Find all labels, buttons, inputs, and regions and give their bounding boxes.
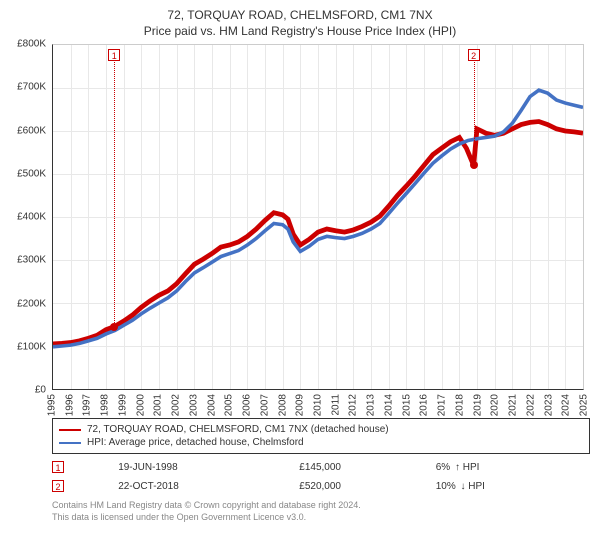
y-axis-tick-label: £300K xyxy=(17,255,46,266)
y-axis-tick-label: £700K xyxy=(17,82,46,93)
sale-delta: 6% ↑ HPI xyxy=(436,458,590,477)
chart-subtitle: Price paid vs. HM Land Registry's House … xyxy=(10,24,590,38)
sale-marker-icon: 1 xyxy=(52,461,64,473)
sale-delta: 10% ↓ HPI xyxy=(436,477,590,496)
sales-table: 1 19-JUN-1998£145,0006% ↑ HPI 2 22-OCT-2018… xyxy=(52,458,590,496)
x-axis-tick-label: 2016 xyxy=(419,394,430,416)
chart-title: 72, TORQUAY ROAD, CHELMSFORD, CM1 7NX xyxy=(10,8,590,22)
footnote: Contains HM Land Registry data © Crown c… xyxy=(52,500,590,523)
sale-date: 19-JUN-1998 xyxy=(118,458,299,477)
x-axis-tick-label: 2025 xyxy=(579,394,590,416)
table-row: 1 19-JUN-1998£145,0006% ↑ HPI xyxy=(52,458,590,477)
x-axis-tick-label: 2023 xyxy=(543,394,554,416)
x-axis-tick-label: 2008 xyxy=(277,394,288,416)
legend-item-property: 72, TORQUAY ROAD, CHELMSFORD, CM1 7NX (d… xyxy=(59,423,583,436)
x-axis-tick-label: 2014 xyxy=(383,394,394,416)
chart-line-hpi xyxy=(53,90,583,347)
legend: 72, TORQUAY ROAD, CHELMSFORD, CM1 7NX (d… xyxy=(52,418,590,454)
x-axis-tick-label: 2013 xyxy=(366,394,377,416)
legend-item-hpi: HPI: Average price, detached house, Chel… xyxy=(59,436,583,449)
x-axis-tick-label: 2012 xyxy=(348,394,359,416)
x-axis-tick-label: 2000 xyxy=(135,394,146,416)
legend-swatch-icon xyxy=(59,429,81,431)
x-axis-tick-label: 2001 xyxy=(153,394,164,416)
sale-marker: 1 xyxy=(108,49,120,61)
x-axis-tick-label: 2005 xyxy=(224,394,235,416)
legend-swatch-icon xyxy=(59,442,81,444)
x-axis-tick-label: 2019 xyxy=(472,394,483,416)
y-axis-tick-label: £100K xyxy=(17,341,46,352)
plot-area: 12 xyxy=(52,44,584,390)
x-axis-tick-label: 2022 xyxy=(525,394,536,416)
chart-area: £0£100K£200K£300K£400K£500K£600K£700K£80… xyxy=(52,44,584,414)
arrow-icon: ↑ xyxy=(455,462,460,473)
y-axis-tick-label: £600K xyxy=(17,125,46,136)
sale-price: £145,000 xyxy=(299,458,435,477)
y-axis-tick-label: £500K xyxy=(17,168,46,179)
x-axis-tick-label: 2006 xyxy=(242,394,253,416)
sale-point-icon xyxy=(470,161,478,169)
x-axis-tick-label: 2017 xyxy=(437,394,448,416)
x-axis-tick-label: 2024 xyxy=(561,394,572,416)
x-axis-tick-label: 1997 xyxy=(82,394,93,416)
legend-label: HPI: Average price, detached house, Chel… xyxy=(87,437,304,448)
x-axis-tick-label: 2003 xyxy=(188,394,199,416)
y-axis-tick-label: £200K xyxy=(17,298,46,309)
sale-marker: 2 xyxy=(468,49,480,61)
x-axis-tick-label: 2004 xyxy=(206,394,217,416)
x-axis-tick-label: 1998 xyxy=(100,394,111,416)
legend-label: 72, TORQUAY ROAD, CHELMSFORD, CM1 7NX (d… xyxy=(87,424,389,435)
x-axis-tick-label: 2007 xyxy=(259,394,270,416)
x-axis-tick-label: 2021 xyxy=(508,394,519,416)
x-axis-tick-label: 2009 xyxy=(295,394,306,416)
y-axis-tick-label: £800K xyxy=(17,39,46,50)
y-axis-tick-label: £400K xyxy=(17,212,46,223)
sale-point-icon xyxy=(110,323,118,331)
sale-marker-icon: 2 xyxy=(52,480,64,492)
x-axis-tick-label: 1995 xyxy=(47,394,58,416)
y-axis-tick-label: £0 xyxy=(35,385,46,396)
arrow-icon: ↓ xyxy=(461,481,466,492)
x-axis-tick-label: 2015 xyxy=(401,394,412,416)
sale-date: 22-OCT-2018 xyxy=(118,477,299,496)
x-axis-tick-label: 2010 xyxy=(313,394,324,416)
x-axis-tick-label: 2018 xyxy=(454,394,465,416)
table-row: 2 22-OCT-2018£520,00010% ↓ HPI xyxy=(52,477,590,496)
x-axis-tick-label: 2011 xyxy=(330,394,341,416)
x-axis-tick-label: 1996 xyxy=(64,394,75,416)
chart-line-property xyxy=(53,122,583,344)
x-axis-tick-label: 1999 xyxy=(117,394,128,416)
sale-price: £520,000 xyxy=(299,477,435,496)
x-axis-tick-label: 2002 xyxy=(171,394,182,416)
x-axis-tick-label: 2020 xyxy=(490,394,501,416)
